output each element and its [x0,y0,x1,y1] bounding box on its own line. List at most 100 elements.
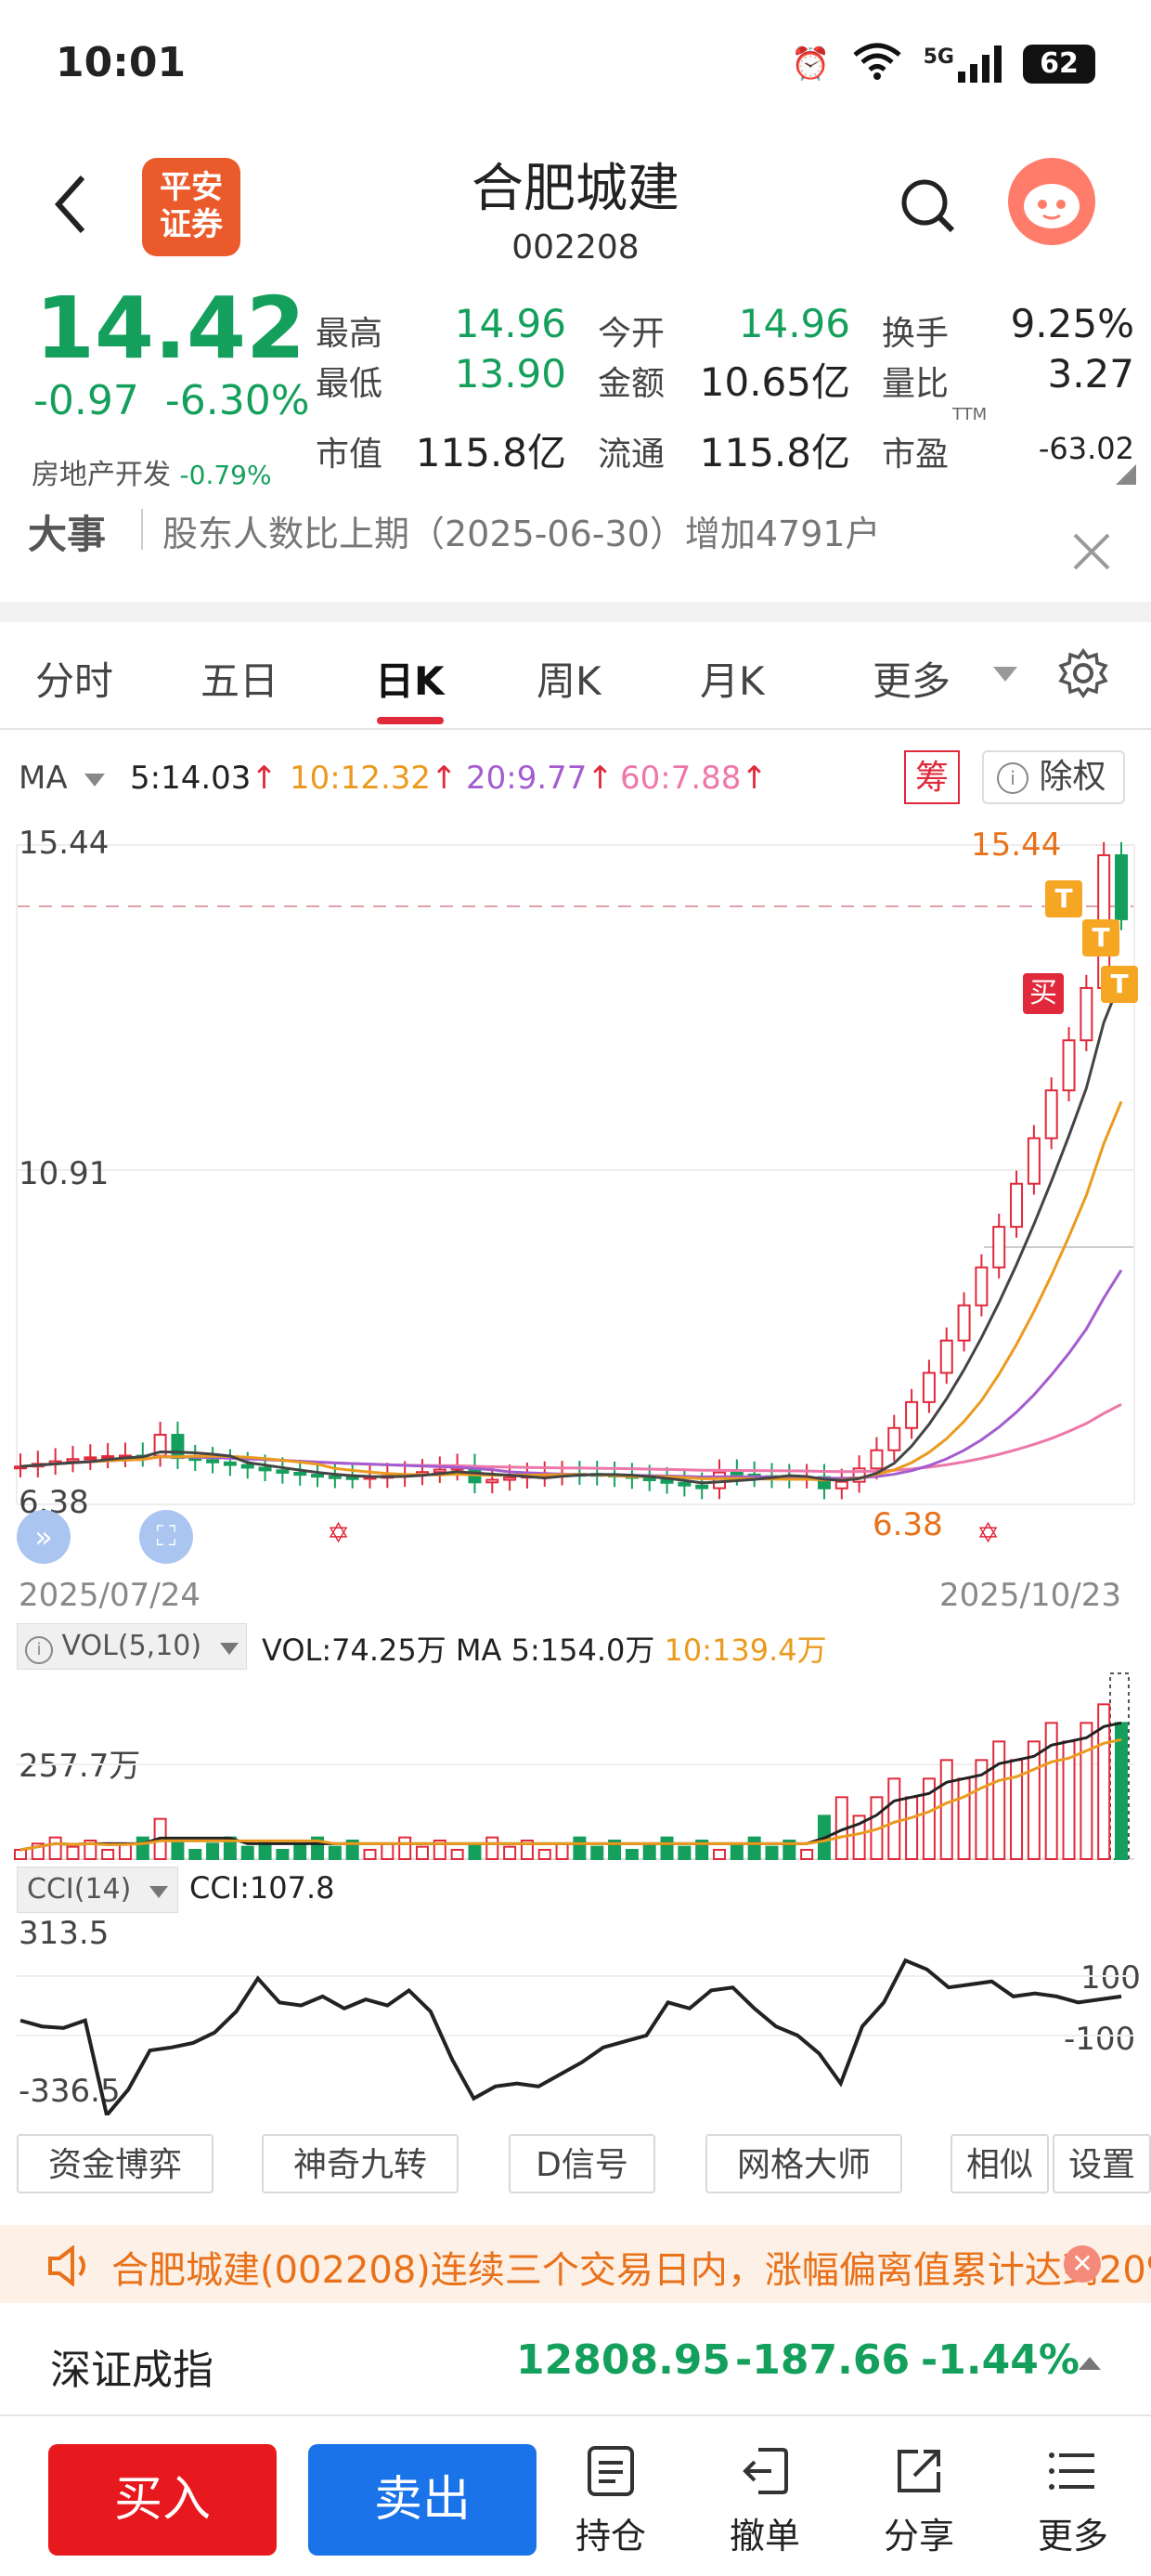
tab-0[interactable]: 分时 [35,658,114,704]
quote-value: -63.02 [1038,431,1134,466]
volume-bar [922,1777,936,1860]
more-button[interactable]: 更多 [1017,2444,1129,2558]
event-marker-icon[interactable]: ✡ [327,1517,351,1550]
holdings-button[interactable]: 持仓 [555,2444,666,2558]
volume-bar [782,1840,796,1860]
candle [328,1475,342,1479]
candle [939,1339,953,1374]
tab-1[interactable]: 五日 [200,658,279,704]
quote-label: 流通 [598,436,666,474]
tab-5[interactable]: 更多 [873,658,951,704]
tool-button-2[interactable]: D信号 [509,2134,655,2193]
ma-indicator-select[interactable]: MA [19,760,106,797]
candle [503,1477,517,1481]
volume-bar [398,1836,412,1861]
t-marker-2[interactable]: T [1082,919,1119,956]
volume-bar [555,1842,569,1860]
volume-bar [345,1840,359,1860]
volume-bar [206,1842,220,1860]
more-dropdown-icon[interactable] [993,667,1017,682]
volume-bar [747,1836,761,1861]
volume-indicator-select[interactable]: i VOL(5,10) [17,1623,247,1670]
alert-close-icon[interactable]: ✕ [1064,2245,1101,2283]
fast-forward-icon[interactable]: » [17,1510,71,1564]
news-bar[interactable]: 大事 股东人数比上期（2025-06-30）增加4791户 [0,490,1151,602]
candle [1027,1137,1041,1185]
active-tab-indicator [377,717,444,724]
cancel-order-button[interactable]: 撤单 [709,2444,821,2558]
volume-legend: VOL:74.25万 MA 5:154.0万 10:139.4万 [262,1633,827,1668]
dropdown-icon [219,1643,239,1655]
share-button[interactable]: 分享 [863,2444,975,2558]
tab-3[interactable]: 周K [537,658,601,704]
ma20-value: 20:9.77↑ [466,760,614,797]
quote-value: 14.96 [738,301,850,346]
low-price-marker: 6.38 [873,1506,943,1543]
settings-gear-icon[interactable] [1058,647,1108,702]
volume-bar [468,1842,482,1860]
quote-label: 今开 [598,315,666,353]
sell-button[interactable]: 卖出 [308,2444,537,2556]
event-marker-icon[interactable]: ✡ [976,1517,1001,1550]
y-axis-mid: 10.91 [19,1155,110,1192]
volume-bar [1044,1722,1058,1861]
buy-button[interactable]: 买入 [48,2444,277,2556]
tool-button-1[interactable]: 神奇九转 [262,2134,459,2193]
tool-button-4[interactable]: 相似 [951,2134,1049,2193]
back-icon[interactable] [51,172,88,237]
kline-chart[interactable] [0,817,1151,1616]
candle [678,1481,692,1487]
status-icons: ⏰ 5G 62 [791,41,1095,87]
search-icon[interactable] [899,176,958,240]
alarm-icon: ⏰ [791,46,831,83]
alert-banner[interactable]: 合肥城建(002208)连续三个交易日内，涨幅偏离值累计达到20%的证券 ✕ [0,2225,1151,2303]
candle [258,1466,272,1472]
broker-logo: 平安证券 [142,158,240,256]
candle [905,1400,919,1429]
buy-signal-marker[interactable]: 买 [1023,973,1064,1014]
volume-bar [48,1836,62,1861]
stock-name: 合肥城建 [472,159,679,219]
tool-button-3[interactable]: 网格大师 [705,2134,902,2193]
candle [240,1464,254,1469]
quote-label: 换手 [882,315,950,353]
battery-icon: 62 [1023,45,1095,84]
volume-bar [503,1845,517,1861]
volume-bar [573,1836,587,1861]
candle [1080,986,1093,1042]
tab-2[interactable]: 日K [375,658,445,704]
volume-y-label: 257.7万 [19,1748,141,1785]
chips-button[interactable]: 筹 [904,750,960,804]
t-marker-1[interactable]: T [1045,880,1082,917]
volume-bar [992,1740,1006,1860]
volume-bar [433,1840,446,1860]
expand-up-icon[interactable] [1079,2357,1101,2370]
candle [887,1426,901,1451]
candle [293,1471,307,1477]
volume-bar [363,1849,377,1860]
wifi-icon [851,40,903,89]
expand-icon[interactable] [1116,464,1136,485]
tool-button-5[interactable]: 设置 [1053,2134,1151,2193]
assistant-avatar-icon[interactable] [1008,158,1095,245]
price-change: -0.97 -6.30% [33,377,310,424]
tab-4[interactable]: 月K [700,658,765,704]
sector-info[interactable]: 房地产开发 -0.79% [32,451,272,492]
volume-bar [905,1796,919,1860]
current-price: 14.42 [35,279,306,378]
quote-value: 14.96 [454,301,566,346]
fullscreen-icon[interactable]: ⛶ [139,1510,193,1564]
volume-bar [188,1849,202,1860]
volume-bar [537,1849,551,1860]
index-change: -187.66 [735,2336,911,2384]
cci-chart[interactable] [0,1911,1151,2115]
tool-button-0[interactable]: 资金博弈 [17,2134,213,2193]
volume-chart[interactable] [0,1672,1151,1862]
volume-bar [800,1849,814,1860]
cci-indicator-select[interactable]: CCI(14) [17,1867,178,1913]
ex-rights-button[interactable]: i 除权 [982,750,1125,804]
market-index-bar[interactable]: 深证成指 12808.95 -187.66 -1.44% [0,2312,1151,2414]
t-marker-3[interactable]: T [1101,966,1138,1003]
close-icon[interactable] [1071,531,1112,576]
candle [206,1459,220,1464]
